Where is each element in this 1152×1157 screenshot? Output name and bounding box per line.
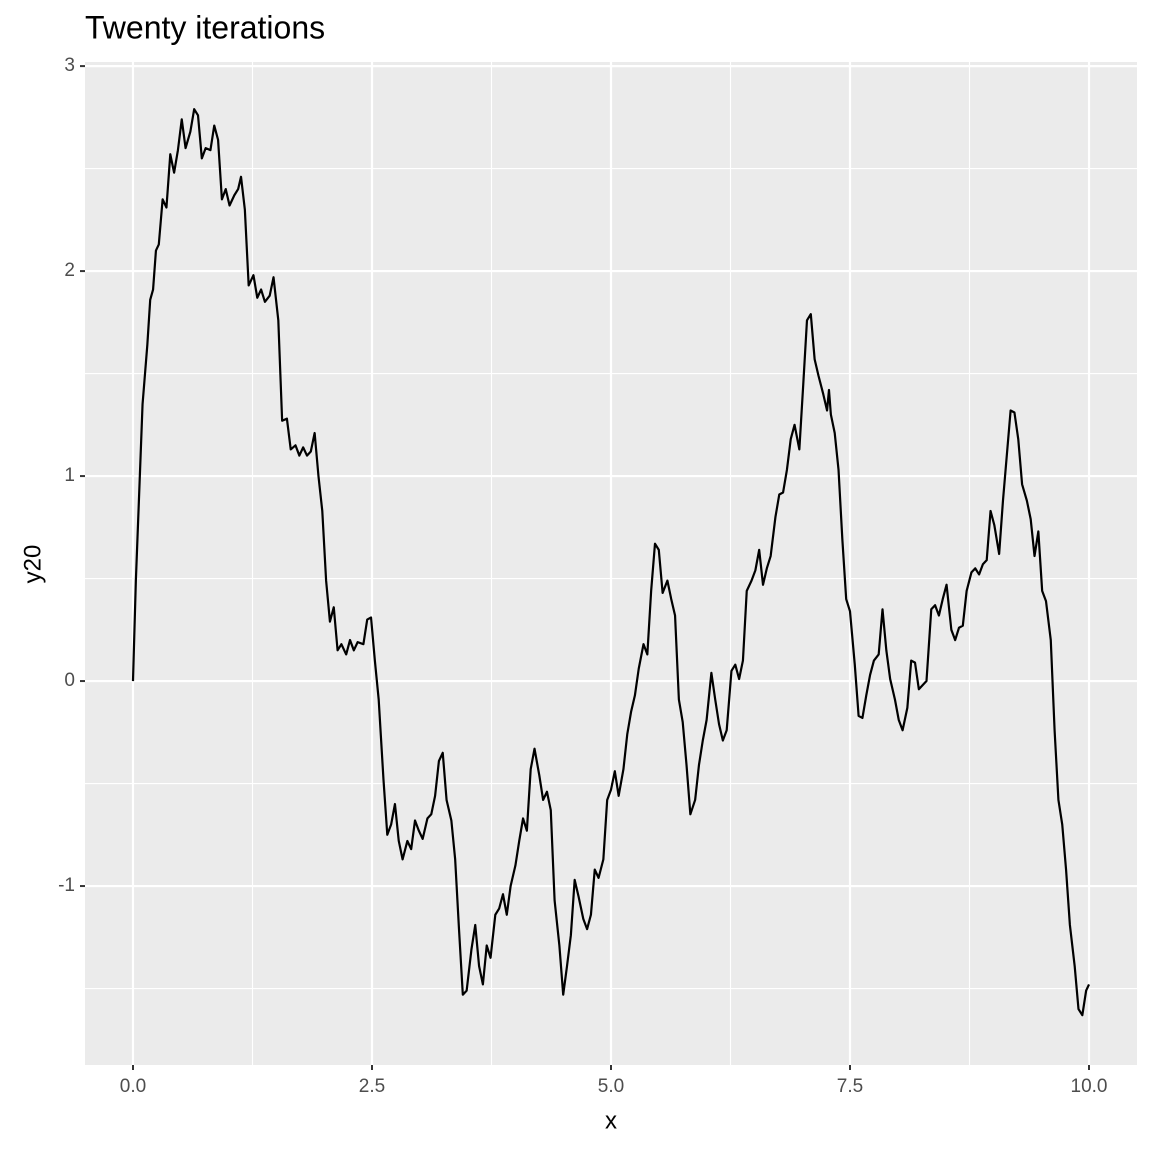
y-tick-label: -1 [58, 875, 75, 896]
data-line [131, 108, 1091, 1017]
chart-title: Twenty iterations [85, 9, 325, 45]
x-tick-label: 5.0 [598, 1076, 624, 1097]
x-axis-label: x [605, 1107, 617, 1134]
y-tick-label: 1 [64, 465, 75, 486]
y-tick-label: 3 [64, 55, 75, 76]
y-tick-label: 2 [64, 260, 75, 281]
x-tick-label: 0.0 [120, 1076, 146, 1097]
y-axis-label: y20 [19, 545, 46, 584]
y-tick-label: 0 [64, 670, 75, 691]
x-tick-label: 2.5 [359, 1076, 385, 1097]
x-tick-label: 7.5 [837, 1076, 863, 1097]
x-tick-label: 10.0 [1071, 1076, 1108, 1097]
